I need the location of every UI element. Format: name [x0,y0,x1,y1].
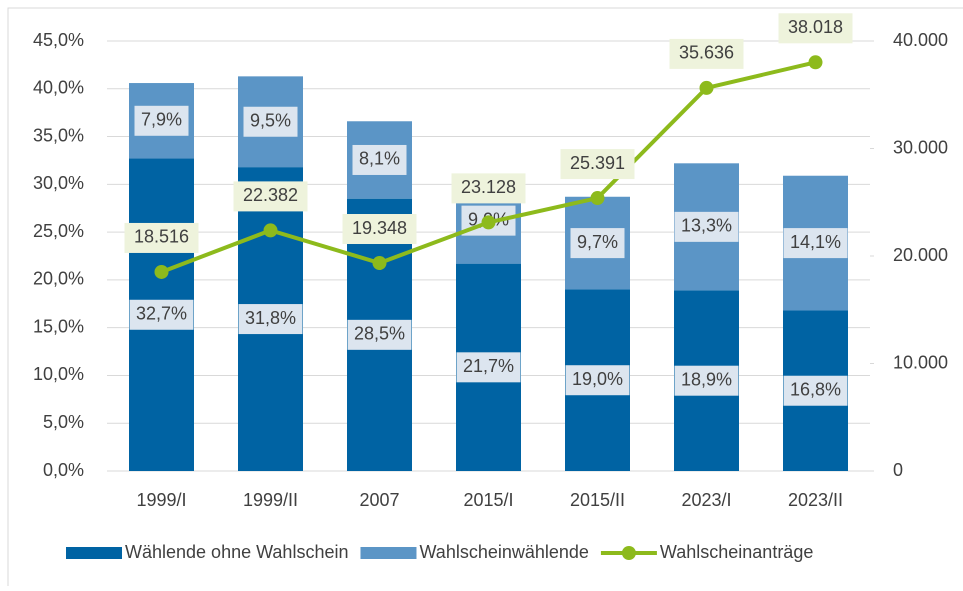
line-point [154,264,169,279]
data-label-bg [783,228,848,259]
line-point [372,256,387,271]
data-label: 32,7% [136,304,187,324]
y-tick-label: 45,0% [33,30,84,50]
data-label-bg [243,106,298,137]
legend-swatch [66,547,122,559]
data-label: 18.516 [134,227,189,247]
data-label-bg [674,365,739,396]
data-label-bg [451,173,526,204]
y-tick-label: 35,0% [33,125,84,145]
y-tick-label: 5,0% [43,412,84,432]
data-label-bg [134,105,189,136]
data-label: 31,8% [245,308,296,328]
data-label: 21,7% [463,356,514,376]
data-label-bg [570,228,625,259]
data-label: 25.391 [570,153,625,173]
x-tick-label: 2015/I [463,490,513,510]
data-label-bg [560,149,635,180]
data-label: 28,5% [354,324,405,344]
data-label-bg [233,181,308,212]
line-point [263,223,278,238]
data-label-bg [674,211,739,242]
data-label: 19,0% [572,369,623,389]
data-label: 19.348 [352,218,407,238]
data-label: 8,1% [359,149,400,169]
y2-tick-label: 40.000 [893,30,948,50]
line-point [481,215,496,230]
y2-tick-label: 30.000 [893,137,948,157]
data-label: 9,5% [250,110,291,130]
y2-tick-label: 0 [893,460,903,480]
chart-frame [7,7,963,591]
x-tick-label: 2023/I [681,490,731,510]
legend-swatch [360,547,417,559]
data-label-bg [124,222,199,253]
data-label-bg [778,13,853,44]
data-label: 22.382 [243,185,298,205]
data-label-bg [352,144,407,175]
y-tick-label: 20,0% [33,269,84,289]
y-tick-label: 25,0% [33,221,84,241]
y2-tick-label: 20.000 [893,245,948,265]
data-label: 16,8% [790,379,841,399]
data-label: 13,3% [681,216,732,236]
x-tick-label: 2023/II [788,490,843,510]
x-tick-label: 2015/II [570,490,625,510]
data-label-bg [129,299,194,330]
data-label-bg [347,319,412,350]
data-label: 7,9% [141,110,182,130]
x-tick-label: 1999/II [243,490,298,510]
data-label: 9,7% [577,232,618,252]
data-label-bg [565,365,630,396]
data-label-bg [238,304,303,335]
y2-tick-label: 10.000 [893,352,948,372]
legend-label: Wählende ohne Wahlschein [125,542,348,562]
y-tick-label: 10,0% [33,364,84,384]
data-label: 38.018 [788,17,843,37]
y-tick-label: 30,0% [33,173,84,193]
data-label-bg [669,38,744,69]
data-label-bg [783,375,848,406]
y-tick-label: 40,0% [33,78,84,98]
data-label: 18,9% [681,369,732,389]
legend-label: Wahlscheinanträge [660,542,813,562]
legend-swatch [621,546,636,560]
line-point [699,80,714,95]
legend-label: Wahlscheinwählende [419,542,588,562]
data-label-bg [456,352,521,383]
data-label: 14,1% [790,232,841,252]
data-label: 23.128 [461,177,516,197]
x-tick-label: 2007 [359,490,399,510]
x-tick-label: 1999/I [136,490,186,510]
data-label: 35.636 [679,43,734,63]
y-tick-label: 15,0% [33,316,84,336]
data-label-bg [342,214,417,245]
line-point [808,55,823,70]
line-point [590,191,605,206]
y-tick-label: 0,0% [43,460,84,480]
